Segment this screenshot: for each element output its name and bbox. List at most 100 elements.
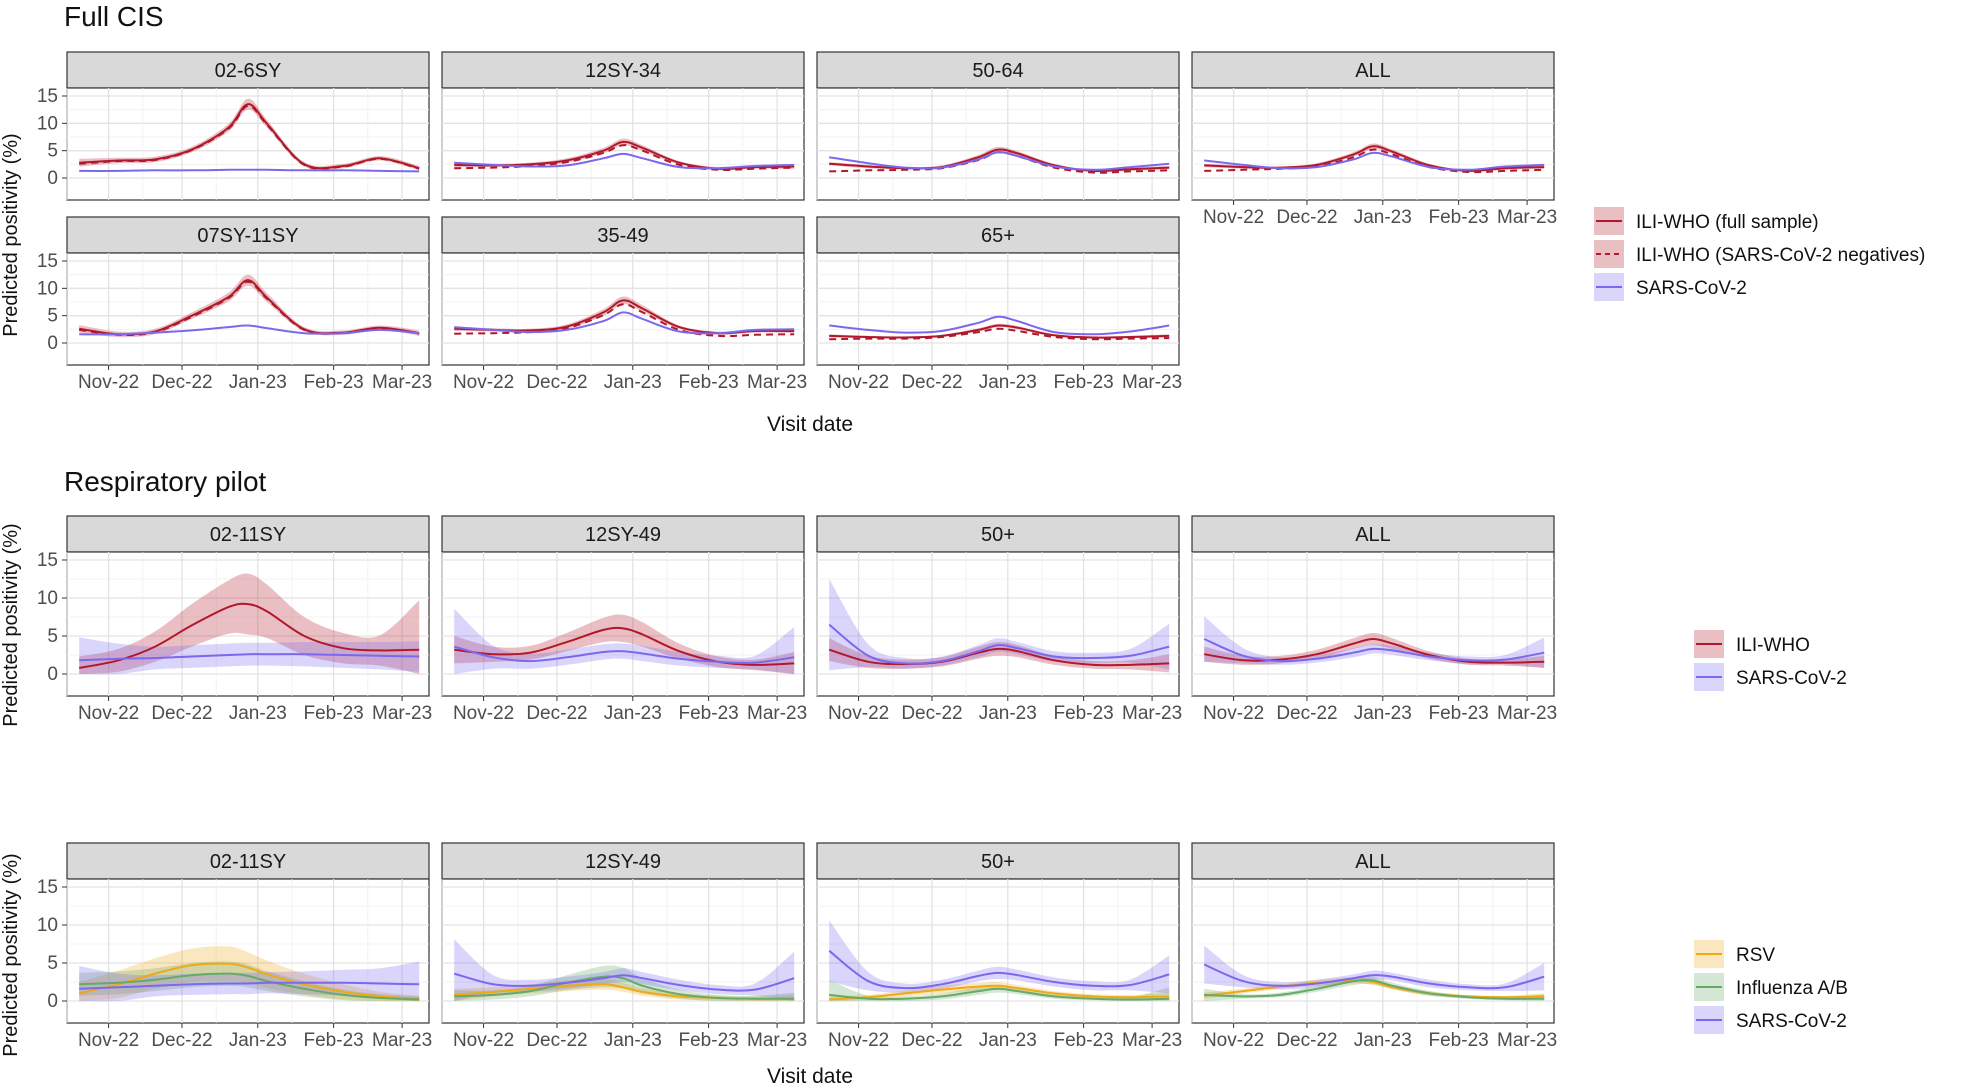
x-tick-label: Jan-23 (229, 703, 287, 724)
series-layer (829, 146, 1170, 174)
facet-panel: 02-11SY 0 5 10 15 Nov-22 Dec-22 Jan-23 Feb-23 Mar… (37, 515, 432, 724)
confidence-band (829, 920, 1170, 994)
x-tick-label: Mar-23 (747, 1030, 807, 1051)
legends-layer: ILI-WHO (full sample) ILI-WHO (SARS-CoV-2… (1594, 207, 1925, 1034)
legend-label: SARS-CoV-2 (1636, 278, 1747, 299)
gridlines (66, 253, 429, 365)
confidence-band (1204, 143, 1545, 173)
series-line (78, 962, 420, 1000)
y-tick-label: 15 (37, 550, 58, 571)
x-tick-label: Mar-23 (1497, 1030, 1557, 1051)
facet-strip (441, 842, 805, 880)
x-tick-label: Jan-23 (229, 1030, 287, 1051)
facet-strip (816, 515, 1180, 553)
section-title-respiratory-pilot: Respiratory pilot (64, 466, 267, 497)
legend-label: SARS-CoV-2 (1736, 668, 1847, 689)
series-layer (79, 573, 420, 675)
x-tick-label: Jan-23 (1354, 207, 1412, 228)
series-line (79, 324, 420, 336)
facet-strip (66, 515, 430, 553)
x-tick-label: Nov-22 (828, 1030, 889, 1051)
series-line (1203, 638, 1545, 663)
legend-key (1694, 973, 1724, 1001)
x-tick-label: Nov-22 (78, 372, 139, 393)
series-line (829, 151, 1170, 171)
facet-strip (816, 216, 1180, 254)
x-tick-label: Nov-22 (453, 372, 514, 393)
series-layer (1203, 945, 1545, 1001)
facet-panel: ALL Nov-22 Dec-22 Jan-23 Feb-23 Mar-23 (1191, 842, 1557, 1051)
panels-layer: 02-6SY 0 5 10 15 12SY-34 50-64 ALL Nov-22 Dec-22 J… (37, 51, 1557, 1051)
x-tick-label: Feb-23 (1054, 1030, 1114, 1051)
x-tick-label: Feb-23 (304, 703, 364, 724)
confidence-band (79, 573, 420, 674)
x-tick-label: Jan-23 (1354, 1030, 1412, 1051)
series-line (828, 623, 1170, 665)
x-tick-label: Mar-23 (747, 372, 807, 393)
facet-strip (816, 51, 1180, 89)
x-tick-label: Feb-23 (1429, 703, 1489, 724)
x-tick-label: Dec-22 (901, 703, 962, 724)
series-layer (828, 920, 1170, 1002)
x-tick-label: Nov-22 (78, 703, 139, 724)
plot-area (66, 878, 430, 1024)
x-tick-label: Feb-23 (1429, 1030, 1489, 1051)
series-line (829, 148, 1170, 173)
x-tick-label: Feb-23 (679, 1030, 739, 1051)
series-line (1204, 979, 1545, 1000)
x-tick-label: Nov-22 (1203, 207, 1264, 228)
gridlines (66, 88, 429, 200)
facet-panel: 02-11SY 0 5 10 15 Nov-22 Dec-22 Jan-23 Feb-23 Mar… (37, 842, 432, 1051)
legend-label: SARS-CoV-2 (1736, 1011, 1847, 1032)
x-tick-label: Dec-22 (901, 372, 962, 393)
gridlines (1191, 88, 1554, 200)
facet-panel: 12SY-49 Nov-22 Dec-22 Jan-23 Feb-23 Mar-23 (441, 842, 807, 1051)
facet-panel: 65+ Nov-22 Dec-22 Jan-23 Feb-23 Mar-23 (816, 216, 1182, 393)
facet-panel: 50+ Nov-22 Dec-22 Jan-23 Feb-23 Mar-23 (816, 515, 1182, 724)
gridlines (66, 879, 429, 1023)
x-tick-label: Dec-22 (1276, 703, 1337, 724)
confidence-band (79, 961, 420, 1002)
x-tick-label: Feb-23 (1054, 703, 1114, 724)
facet-strip-label: 50+ (981, 524, 1015, 546)
confidence-band (454, 138, 795, 171)
x-tick-label: Jan-23 (1354, 703, 1412, 724)
section-title-full-cis: Full CIS (64, 1, 164, 32)
facet-strip-label: 02-11SY (210, 851, 286, 873)
series-line (79, 653, 420, 662)
series-layer (454, 138, 795, 171)
y-axis-label-respiratory-pathogens: Predicted positivity (%) (0, 853, 22, 1056)
confidence-band (79, 946, 420, 1002)
confidence-band (454, 608, 795, 674)
x-tick-label: Mar-23 (372, 1030, 432, 1051)
legend-label: ILI-WHO (SARS-CoV-2 negatives) (1636, 245, 1925, 266)
x-tick-label: Nov-22 (1203, 1030, 1264, 1051)
gridlines (1191, 552, 1554, 696)
x-tick-label: Jan-23 (979, 703, 1037, 724)
series-line (453, 645, 795, 664)
x-tick-label: Feb-23 (1429, 207, 1489, 228)
y-tick-label: 0 (47, 333, 58, 354)
x-tick-label: Mar-23 (1122, 1030, 1182, 1051)
plot-area (816, 87, 1180, 201)
gridlines (441, 552, 804, 696)
facet-strip-label: 02-11SY (210, 524, 286, 546)
legend-key (1594, 207, 1624, 235)
x-tick-label: Dec-22 (1276, 1030, 1337, 1051)
series-line (79, 972, 420, 1001)
series-line (1204, 151, 1545, 171)
facet-strip-label: 07SY-11SY (197, 225, 298, 247)
x-tick-label: Dec-22 (151, 372, 212, 393)
x-tick-label: Mar-23 (372, 372, 432, 393)
series-layer (1203, 616, 1545, 668)
plot-area (66, 551, 430, 697)
x-tick-label: Dec-22 (151, 703, 212, 724)
x-tick-label: Dec-22 (526, 1030, 587, 1051)
facet-strip (441, 216, 805, 254)
facet-strip (66, 51, 430, 89)
facet-strip-label: 12SY-34 (585, 60, 661, 82)
x-tick-label: Nov-22 (78, 1030, 139, 1051)
series-line (79, 602, 420, 669)
facet-strip-label: ALL (1355, 60, 1391, 82)
